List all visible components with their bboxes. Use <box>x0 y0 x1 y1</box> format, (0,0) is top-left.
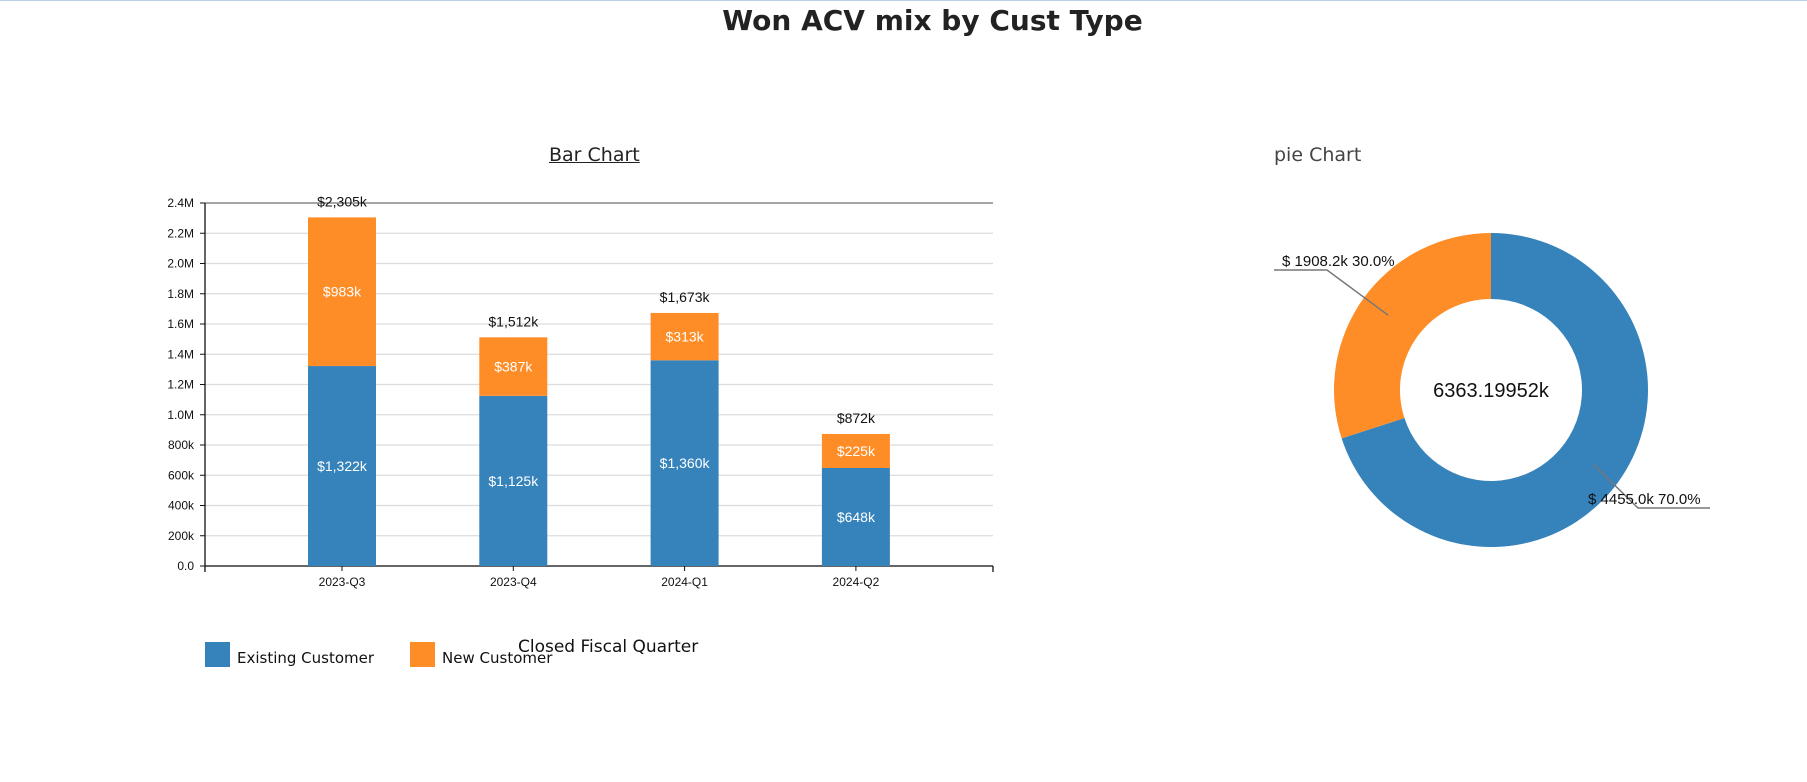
bar-label-existing: $1,360k <box>660 455 711 471</box>
y-tick-label: 1.4M <box>167 347 194 361</box>
bar-label-new: $225k <box>837 443 876 459</box>
top-border <box>0 0 1807 1</box>
pie-center-label: 6363.19952k <box>1433 380 1550 402</box>
y-tick-label: 0.0 <box>177 559 194 573</box>
bar-total-label: $2,305k <box>317 193 368 209</box>
bar-total-label: $1,673k <box>660 289 711 305</box>
bar-new-customer <box>308 217 376 367</box>
page-title: Won ACV mix by Cust Type <box>722 4 1143 37</box>
bar-new-customer <box>479 337 548 396</box>
y-tick-label: 1.2M <box>167 378 194 392</box>
bar-label-new: $387k <box>494 359 533 375</box>
y-tick-label: 2.2M <box>167 226 194 240</box>
bar-legend: Existing Customer New Customer <box>205 642 552 667</box>
y-tick-label: 800k <box>168 438 195 452</box>
y-tick-label: 1.6M <box>167 317 194 331</box>
bar-label-new: $313k <box>666 329 705 345</box>
legend-label-new: New Customer <box>442 649 553 667</box>
x-tick-label: 2024-Q2 <box>833 575 880 589</box>
bar-label-existing: $1,125k <box>488 473 539 489</box>
pie-chart-title: pie Chart <box>1274 144 1362 166</box>
y-tick-label: 1.0M <box>167 408 194 422</box>
x-axis-label: Closed Fiscal Quarter <box>518 637 699 657</box>
pie-label-new: $ 1908.2k 30.0% <box>1282 253 1395 270</box>
x-tick-label: 2023-Q4 <box>490 575 537 589</box>
legend-swatch-new <box>410 642 436 667</box>
y-tick-label: 400k <box>168 499 195 513</box>
bar-label-new: $983k <box>323 284 362 300</box>
pie-slice-existing <box>1341 233 1648 547</box>
y-tick-label: 2.4M <box>167 196 194 210</box>
pie-label-existing: $ 4455.0k 70.0% <box>1588 491 1701 508</box>
pie-leader-line <box>1593 464 1710 509</box>
bar-total-label: $872k <box>837 410 876 426</box>
legend-label-existing: Existing Customer <box>237 649 375 667</box>
legend-item-existing[interactable]: Existing Customer <box>205 642 374 667</box>
y-tick-label: 2.0M <box>167 257 194 271</box>
y-tick-label: 1.8M <box>167 287 194 301</box>
pie-leader-line <box>1274 269 1389 316</box>
bar-total-label: $1,512k <box>488 313 539 329</box>
bar-new-customer <box>821 433 890 468</box>
legend-swatch-existing <box>205 642 230 667</box>
bar-existing-customer <box>650 360 719 566</box>
legend-item-new[interactable]: New Customer <box>410 642 552 667</box>
x-tick-label: 2023-Q3 <box>319 575 366 589</box>
bar-existing-customer <box>308 366 376 566</box>
bar-existing-customer <box>479 395 548 566</box>
bar-existing-customer <box>821 467 890 566</box>
bar-label-existing: $1,322k <box>317 458 368 474</box>
bar-new-customer <box>650 312 719 361</box>
bar-label-existing: $648k <box>837 509 876 525</box>
pie-slice-new <box>1333 233 1491 439</box>
y-tick-label: 600k <box>168 468 195 482</box>
x-tick-label: 2024-Q1 <box>661 575 708 589</box>
y-tick-label: 200k <box>168 529 195 543</box>
bar-chart-title: Bar Chart <box>549 144 640 166</box>
